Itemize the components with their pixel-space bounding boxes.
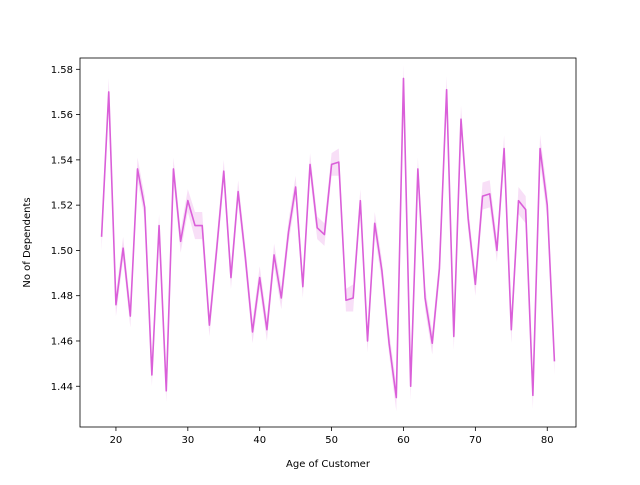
y-tick-label: 1.52: [51, 201, 73, 212]
y-tick-label: 1.54: [51, 155, 73, 166]
series-line-layer: [100, 77, 556, 399]
x-tick-label: 40: [253, 435, 266, 446]
x-tick-label: 80: [541, 435, 554, 446]
y-tick-label: 1.58: [51, 65, 73, 76]
y-tick-label: 1.56: [51, 110, 73, 121]
x-tick-label: 30: [181, 435, 194, 446]
y-tick-label: 1.50: [51, 246, 73, 257]
x-tick-label: 70: [469, 435, 482, 446]
x-tick-label: 50: [325, 435, 338, 446]
y-tick-label: 1.44: [51, 382, 73, 393]
x-tick-label: 60: [397, 435, 410, 446]
y-axis-label: No of Dependents: [22, 197, 33, 287]
x-axis-ticks: 20 30 40 50 60 70 80: [110, 427, 554, 446]
plot-frame: [79, 57, 577, 428]
series-line: [100, 77, 556, 399]
plot-area: [80, 58, 576, 427]
x-tick-label: 20: [110, 435, 123, 446]
y-tick-label: 1.46: [51, 336, 73, 347]
x-axis-label: Age of Customer: [286, 459, 371, 470]
y-axis-ticks: 1.44 1.46 1.48 1.50 1.52 1.54 1.56 1.58: [51, 65, 80, 393]
y-tick-label: 1.48: [51, 291, 73, 302]
